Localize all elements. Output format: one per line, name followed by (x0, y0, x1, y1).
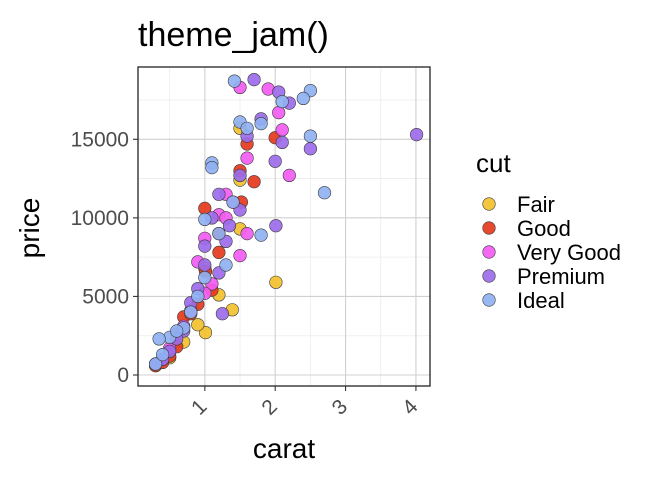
point-ideal (303, 129, 318, 143)
y-tick-label: 0 (117, 364, 129, 387)
point-good (247, 175, 261, 189)
point-very-good (282, 168, 296, 182)
legend-key (482, 293, 496, 307)
point-premium (410, 128, 424, 142)
point-ideal (317, 186, 332, 200)
x-tick-label: 4 (398, 395, 423, 420)
legend-label: Premium (517, 264, 605, 289)
point-very-good (240, 151, 254, 165)
point-ideal (170, 324, 184, 338)
legend-label: Fair (517, 192, 555, 217)
point-premium (303, 142, 318, 156)
point-ideal (254, 228, 268, 242)
y-axis-title: price (14, 198, 45, 259)
point-ideal (254, 116, 268, 131)
point-ideal (227, 74, 241, 88)
x-tick-label: 3 (328, 395, 353, 420)
point-ideal (152, 332, 166, 346)
plot-panel (137, 66, 431, 387)
point-ideal (226, 195, 240, 209)
point-premium (275, 135, 289, 149)
legend-key (482, 269, 496, 283)
legend-label: Ideal (517, 288, 565, 313)
point-ideal (219, 258, 233, 272)
point-good (212, 245, 226, 259)
point-fair (191, 318, 205, 332)
point-ideal (275, 94, 289, 109)
x-axis: 1 2 3 4 (187, 386, 423, 420)
chart-title: theme_jam() (138, 16, 329, 54)
point-premium (233, 168, 247, 182)
point-premium (198, 239, 212, 253)
x-axis-title: carat (253, 433, 315, 464)
point-premium (215, 307, 229, 321)
point-premium (222, 219, 237, 233)
y-tick-label: 15000 (71, 128, 129, 151)
y-axis: 0 5000 10000 15000 (71, 128, 138, 387)
grid (138, 67, 430, 386)
point-ideal (212, 227, 226, 241)
point-very-good (240, 227, 254, 241)
point-very-good (233, 249, 247, 263)
point-ideal (296, 91, 310, 105)
legend-key (482, 221, 496, 235)
data-points (149, 72, 424, 373)
y-tick-label: 10000 (71, 207, 129, 230)
legend-title: cut (476, 148, 511, 178)
point-premium (198, 258, 212, 272)
legend-key (482, 245, 496, 259)
point-ideal (184, 305, 198, 319)
legend-label: Very Good (517, 240, 621, 265)
y-tick-label: 5000 (82, 285, 129, 308)
x-tick-label: 2 (257, 395, 282, 420)
legend-label: Good (517, 216, 571, 241)
point-fair (269, 275, 283, 289)
point-premium (268, 154, 282, 168)
point-ideal (205, 161, 219, 175)
point-ideal (156, 348, 170, 362)
point-very-good (275, 123, 289, 137)
point-premium (212, 187, 226, 201)
x-tick-label: 1 (187, 395, 212, 420)
point-premium (269, 219, 283, 233)
point-ideal (198, 212, 212, 226)
point-premium (247, 72, 261, 87)
point-ideal (198, 271, 212, 285)
legend-key (482, 197, 496, 211)
point-very-good (272, 105, 286, 120)
point-ideal (191, 289, 205, 304)
point-ideal (149, 357, 163, 371)
point-ideal (240, 121, 254, 135)
